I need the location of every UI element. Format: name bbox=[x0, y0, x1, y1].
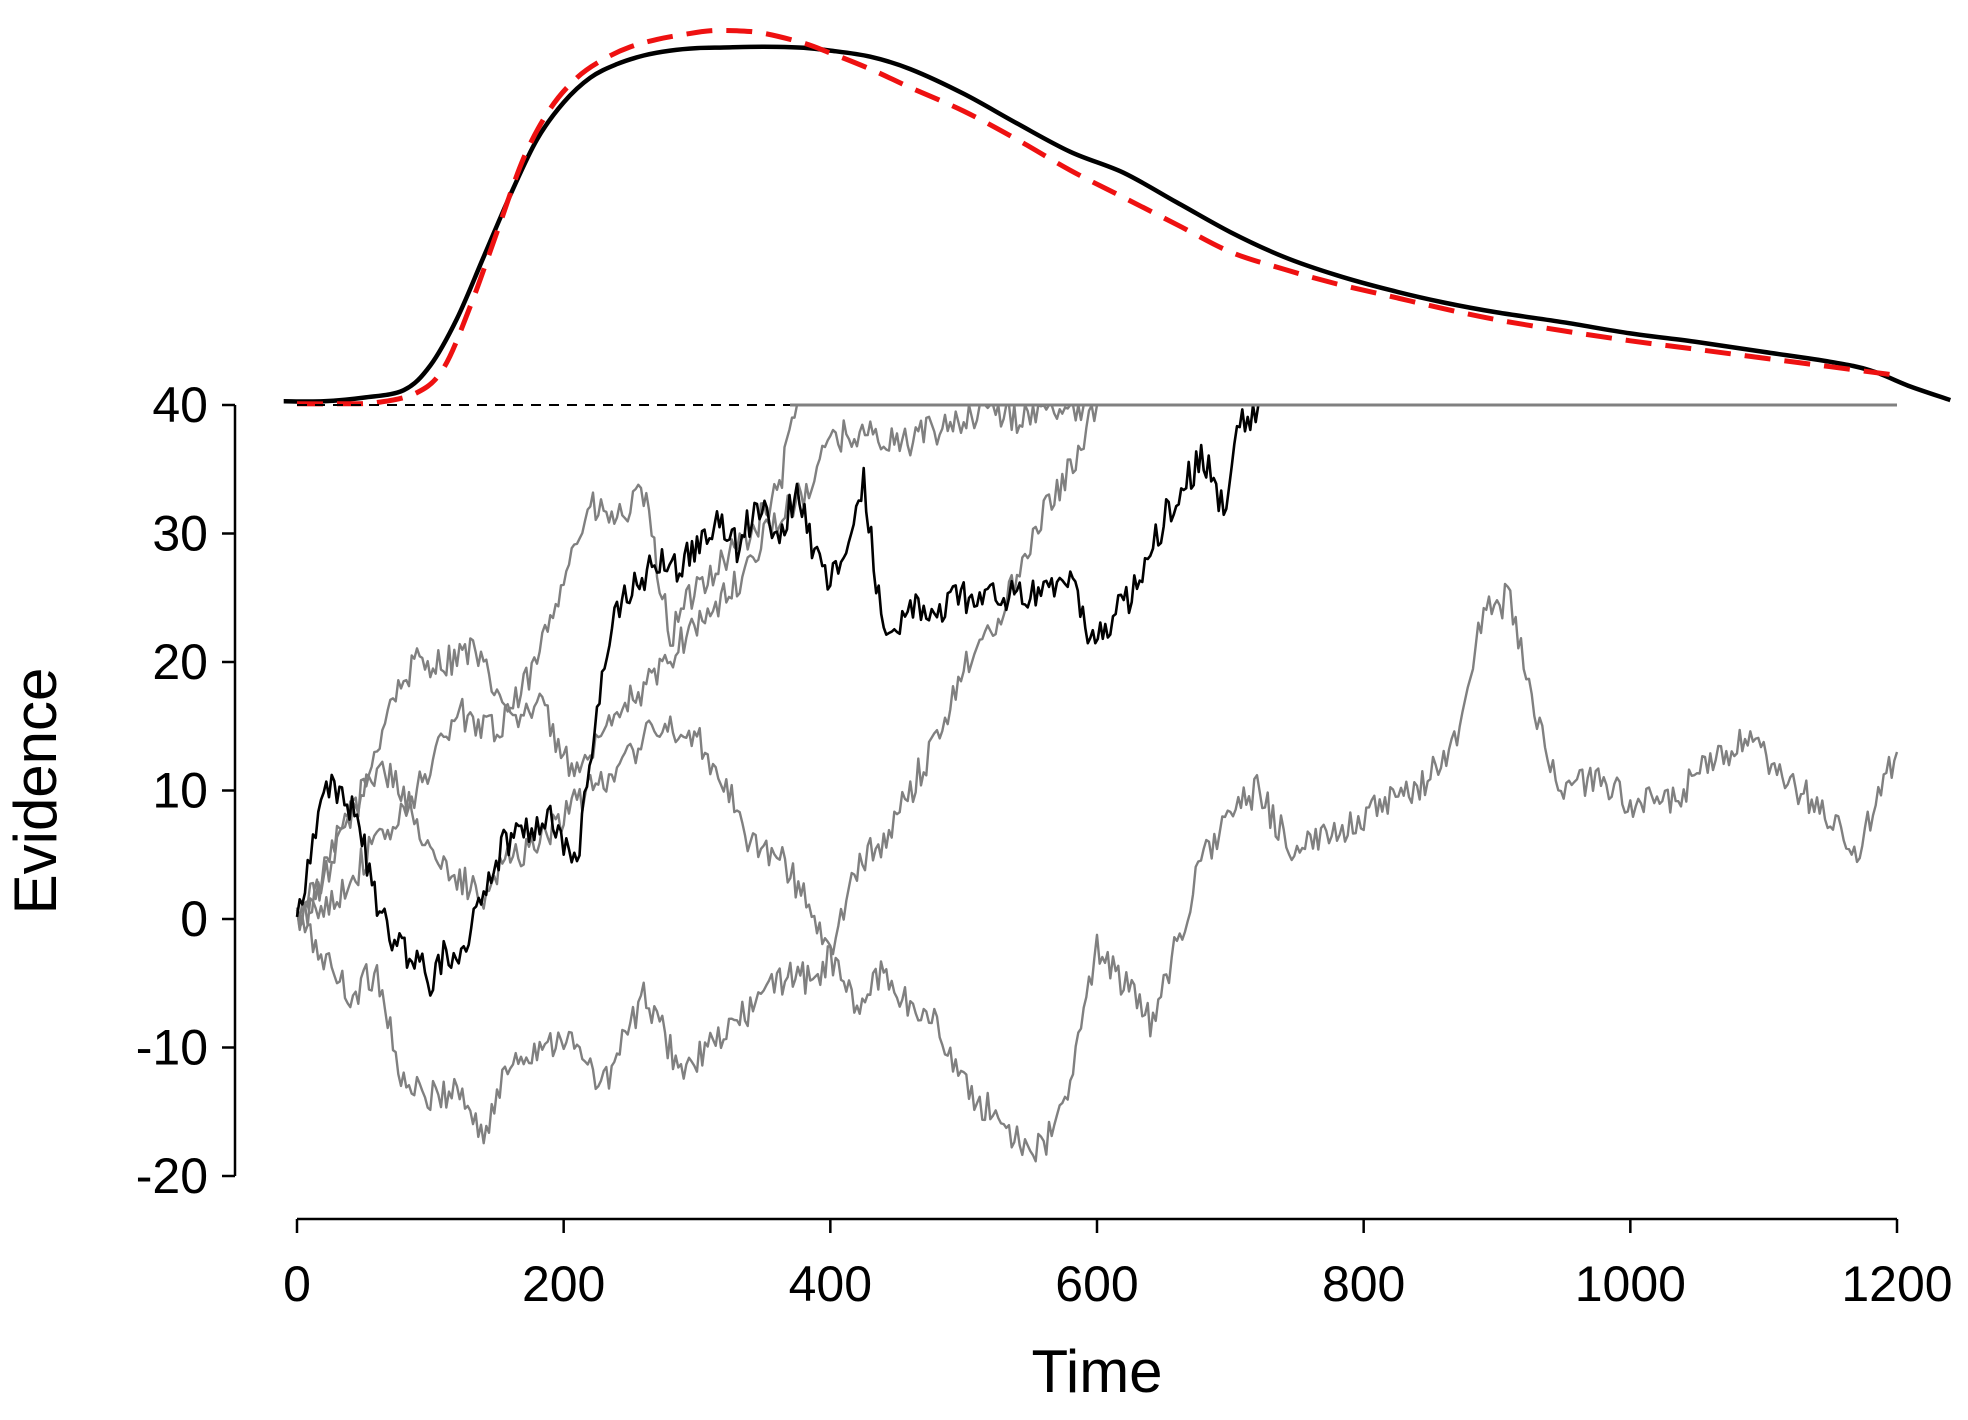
evidence-paths bbox=[295, 403, 1899, 1163]
evidence-path-1 bbox=[295, 582, 1899, 1163]
x-tick-label: 0 bbox=[283, 1256, 311, 1312]
y-tick-label: 30 bbox=[152, 506, 208, 562]
y-tick-label: -10 bbox=[136, 1020, 208, 1076]
x-axis: 0 200 400 600 800 1000 1200 bbox=[283, 1217, 1953, 1312]
evidence-path-2 bbox=[295, 403, 1085, 927]
x-tick-label: 200 bbox=[522, 1256, 605, 1312]
y-axis: -20 -10 0 10 20 30 40 bbox=[136, 377, 237, 1204]
evidence-path-3 bbox=[296, 404, 1099, 956]
x-tick-label: 800 bbox=[1322, 1256, 1405, 1312]
x-tick-label: 1000 bbox=[1575, 1256, 1686, 1312]
y-axis-title: Evidence bbox=[2, 668, 69, 915]
y-tick-label: 20 bbox=[152, 634, 208, 690]
y-tick-label: 0 bbox=[180, 891, 208, 947]
y-tick-label: -20 bbox=[136, 1148, 208, 1204]
x-axis-title: Time bbox=[1031, 1338, 1162, 1405]
y-tick-label: 40 bbox=[152, 377, 208, 433]
density-curves bbox=[283, 27, 1952, 407]
x-tick-label: 600 bbox=[1055, 1256, 1138, 1312]
observed-density-curve bbox=[283, 44, 1952, 404]
x-tick-label: 1200 bbox=[1841, 1256, 1952, 1312]
highlighted-evidence-path bbox=[295, 403, 1264, 997]
y-tick-label: 10 bbox=[152, 763, 208, 819]
x-tick-label: 400 bbox=[789, 1256, 872, 1312]
evidence-path-0 bbox=[295, 404, 799, 929]
predicted-density-curve bbox=[296, 27, 1898, 407]
